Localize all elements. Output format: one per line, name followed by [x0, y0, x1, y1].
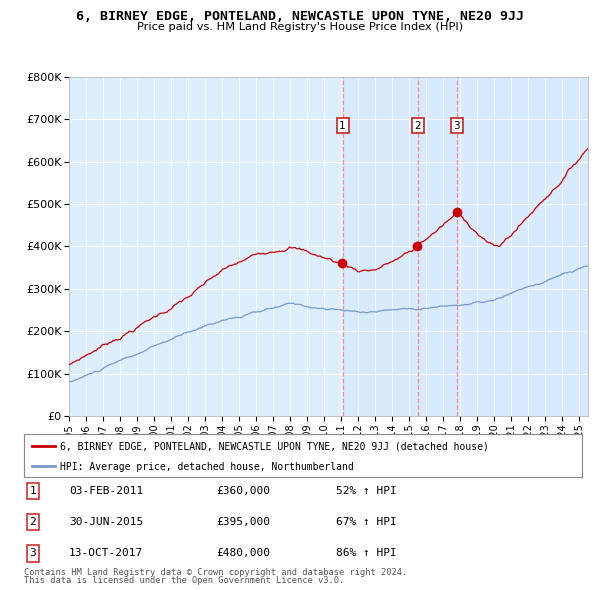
Text: 86% ↑ HPI: 86% ↑ HPI — [336, 549, 397, 558]
Text: 03-FEB-2011: 03-FEB-2011 — [69, 486, 143, 496]
Text: 6, BIRNEY EDGE, PONTELAND, NEWCASTLE UPON TYNE, NE20 9JJ: 6, BIRNEY EDGE, PONTELAND, NEWCASTLE UPO… — [76, 10, 524, 23]
Text: £480,000: £480,000 — [216, 549, 270, 558]
Text: 3: 3 — [454, 121, 460, 131]
Bar — [343, 77, 588, 416]
Text: 30-JUN-2015: 30-JUN-2015 — [69, 517, 143, 527]
Text: Price paid vs. HM Land Registry's House Price Index (HPI): Price paid vs. HM Land Registry's House … — [137, 22, 463, 32]
Text: 3: 3 — [29, 549, 37, 558]
Text: 1: 1 — [340, 121, 346, 131]
Text: 13-OCT-2017: 13-OCT-2017 — [69, 549, 143, 558]
Text: £395,000: £395,000 — [216, 517, 270, 527]
Text: This data is licensed under the Open Government Licence v3.0.: This data is licensed under the Open Gov… — [24, 576, 344, 585]
Text: 6, BIRNEY EDGE, PONTELAND, NEWCASTLE UPON TYNE, NE20 9JJ (detached house): 6, BIRNEY EDGE, PONTELAND, NEWCASTLE UPO… — [60, 442, 489, 452]
Text: 1: 1 — [29, 486, 37, 496]
Text: £360,000: £360,000 — [216, 486, 270, 496]
Text: HPI: Average price, detached house, Northumberland: HPI: Average price, detached house, Nort… — [60, 462, 354, 472]
Text: Contains HM Land Registry data © Crown copyright and database right 2024.: Contains HM Land Registry data © Crown c… — [24, 568, 407, 577]
Text: 2: 2 — [29, 517, 37, 527]
Text: 2: 2 — [415, 121, 421, 131]
Text: 52% ↑ HPI: 52% ↑ HPI — [336, 486, 397, 496]
Text: 67% ↑ HPI: 67% ↑ HPI — [336, 517, 397, 527]
